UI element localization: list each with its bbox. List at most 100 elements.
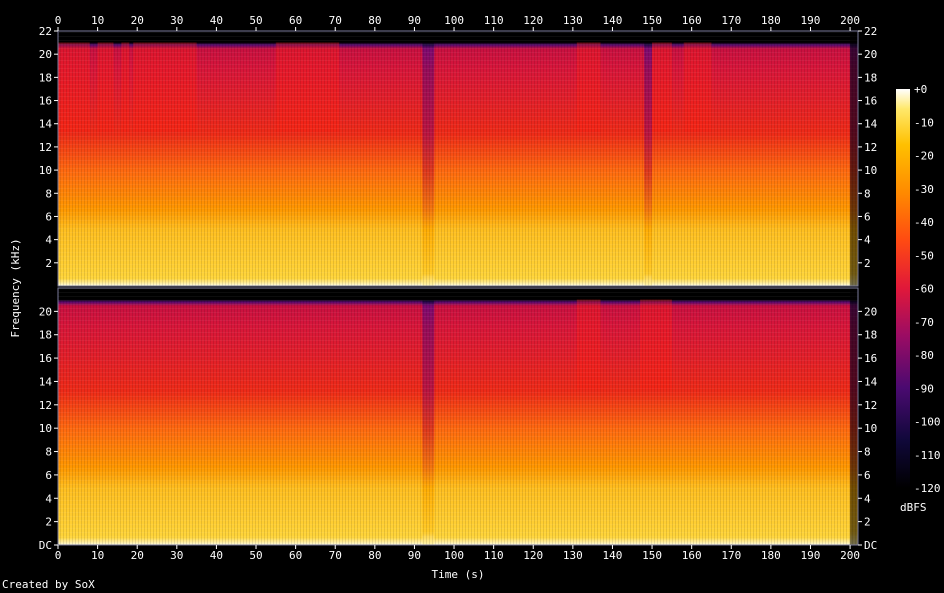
x-tick-label-bottom: 70: [329, 549, 342, 562]
x-tick-label-bottom: 180: [761, 549, 781, 562]
y-tick-label-right: 6: [864, 469, 871, 482]
colorbar-label: dBFS: [900, 501, 927, 514]
x-tick-label-top: 40: [210, 14, 223, 27]
tail-fade: [850, 288, 858, 545]
colorbar-tick-label: -100: [914, 416, 941, 429]
y-tick-label-left: 14: [39, 118, 53, 131]
x-tick-label-bottom: 30: [170, 549, 183, 562]
y-tick-label-right: DC: [864, 539, 877, 552]
y-tick-label-right: 2: [864, 257, 871, 270]
tail-fade: [850, 31, 858, 286]
y-tick-label-right: 18: [864, 71, 877, 84]
x-tick-label-bottom: 130: [563, 549, 583, 562]
x-tick-label-top: 50: [249, 14, 262, 27]
y-tick-label-left: 16: [39, 352, 52, 365]
x-tick-label-top: 80: [368, 14, 381, 27]
y-tick-label-left: DC: [39, 539, 52, 552]
y-tick-label-left: 4: [45, 492, 52, 505]
x-tick-label-top: 60: [289, 14, 302, 27]
x-tick-label-top: 170: [721, 14, 741, 27]
y-tick-label-right: 14: [864, 375, 878, 388]
x-tick-label-top: 160: [682, 14, 702, 27]
y-tick-label-right: 14: [864, 118, 878, 131]
x-tick-label-top: 130: [563, 14, 583, 27]
x-tick-label-top: 120: [523, 14, 543, 27]
y-tick-label-left: 10: [39, 422, 52, 435]
y-tick-label-right: 16: [864, 352, 877, 365]
colorbar-tick-label: -30: [914, 183, 934, 196]
colorbar-gradient: [896, 89, 910, 488]
colorbar-tick-label: +0: [914, 83, 927, 96]
colorbar-tick-label: -50: [914, 249, 934, 262]
x-tick-label-top: 0: [55, 14, 62, 27]
y-tick-label-right: 2: [864, 516, 871, 529]
x-tick-label-bottom: 80: [368, 549, 381, 562]
y-tick-label-left: 12: [39, 399, 52, 412]
x-tick-label-bottom: 0: [55, 549, 62, 562]
colorbar-tick-label: -120: [914, 482, 941, 495]
x-tick-label-top: 10: [91, 14, 104, 27]
x-axis-label: Time (s): [432, 568, 485, 581]
y-tick-label-left: 6: [45, 210, 52, 223]
y-tick-label-right: 8: [864, 187, 871, 200]
colorbar-tick-label: -10: [914, 116, 934, 129]
y-tick-label-left: 18: [39, 329, 52, 342]
colorbar-tick-label: -80: [914, 349, 934, 362]
y-axis-label: Frequency (kHz): [9, 238, 22, 337]
x-tick-label-bottom: 160: [682, 549, 702, 562]
x-tick-label-top: 190: [801, 14, 821, 27]
y-tick-label-right: 16: [864, 95, 877, 108]
x-tick-label-bottom: 190: [801, 549, 821, 562]
x-tick-label-bottom: 40: [210, 549, 223, 562]
y-tick-label-left: 10: [39, 164, 52, 177]
y-tick-label-left: 14: [39, 375, 53, 388]
y-tick-label-left: 18: [39, 71, 52, 84]
y-tick-label-right: 4: [864, 234, 871, 247]
panel-frame: [57, 287, 859, 546]
spectrogram-panels: [58, 31, 858, 545]
y-tick-label-left: 8: [45, 187, 52, 200]
y-tick-label-right: 20: [864, 48, 877, 61]
y-tick-label-left: 6: [45, 469, 52, 482]
x-tick-label-top: 70: [329, 14, 342, 27]
y-tick-label-left: 20: [39, 305, 52, 318]
x-tick-label-bottom: 170: [721, 549, 741, 562]
colorbar-tick-label: -70: [914, 316, 934, 329]
x-tick-label-bottom: 140: [603, 549, 623, 562]
y-tick-label-left: 4: [45, 234, 52, 247]
y-tick-label-right: 10: [864, 422, 877, 435]
x-tick-label-bottom: 50: [249, 549, 262, 562]
y-tick-label-left: 8: [45, 446, 52, 459]
y-tick-label-left: 2: [45, 257, 52, 270]
x-tick-label-bottom: 200: [840, 549, 860, 562]
panel-frame: [57, 30, 859, 287]
y-tick-label-right: 4: [864, 492, 871, 505]
y-tick-label-right: 6: [864, 210, 871, 223]
y-tick-label-right: 20: [864, 305, 877, 318]
y-tick-label-left: 20: [39, 48, 52, 61]
x-tick-label-top: 20: [131, 14, 144, 27]
x-tick-label-top: 180: [761, 14, 781, 27]
colorbar: +0 -10 -20 -30 -40 -50 -60 -70 -80 -90 -100 -110 -12…: [896, 83, 941, 514]
axes-layer: 0 0 10 10 20 20 30 30 40 40 50 50 60 60 70 70 80 80 90 90 10…: [9, 14, 878, 581]
y-tick-label-right: 12: [864, 399, 877, 412]
x-tick-label-top: 100: [444, 14, 464, 27]
x-tick-label-top: 200: [840, 14, 860, 27]
colorbar-tick-label: -90: [914, 382, 934, 395]
x-tick-label-bottom: 60: [289, 549, 302, 562]
y-tick-label-right: 10: [864, 164, 877, 177]
x-tick-label-top: 30: [170, 14, 183, 27]
texture-horizontal: [58, 288, 858, 545]
y-tick-label-right: 22: [864, 25, 877, 38]
x-tick-label-top: 140: [603, 14, 623, 27]
texture-horizontal: [58, 31, 858, 286]
colorbar-tick-label: -60: [914, 283, 934, 296]
x-tick-label-bottom: 120: [523, 549, 543, 562]
y-tick-label-left: 22: [39, 25, 52, 38]
x-tick-label-top: 110: [484, 14, 504, 27]
y-tick-label-right: 18: [864, 329, 877, 342]
colorbar-tick-label: -40: [914, 216, 934, 229]
x-tick-label-top: 150: [642, 14, 662, 27]
x-tick-label-bottom: 10: [91, 549, 104, 562]
